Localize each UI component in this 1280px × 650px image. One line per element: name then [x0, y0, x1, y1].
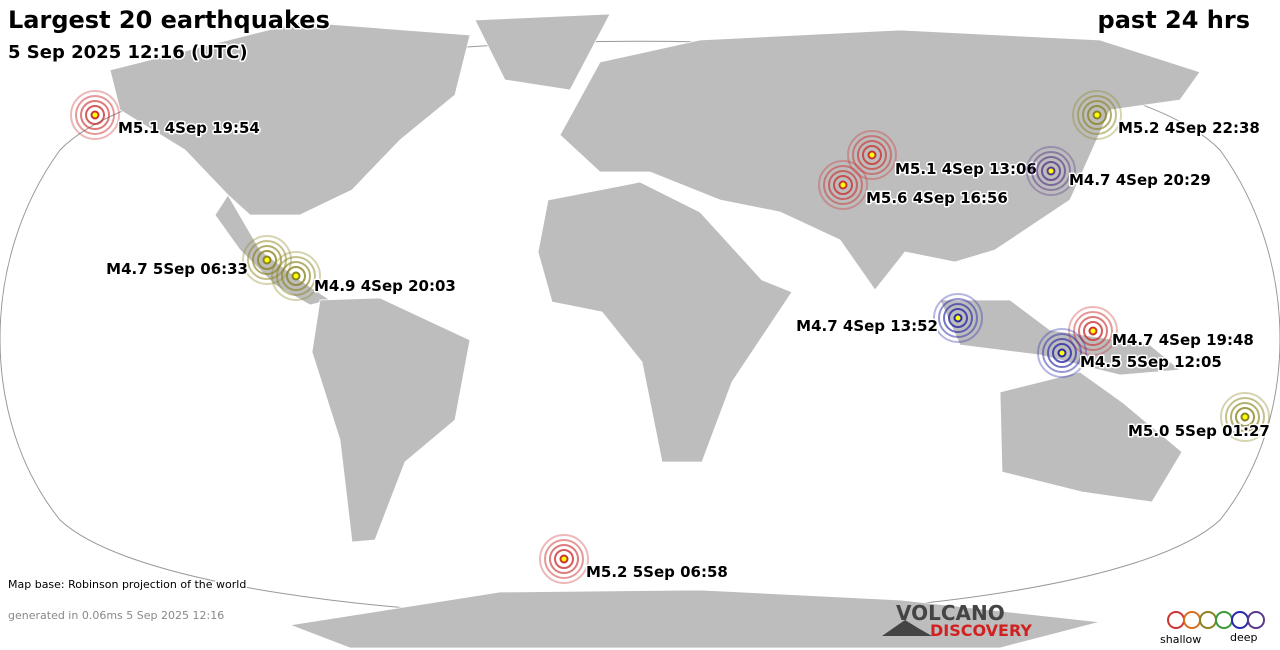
ring: [1230, 402, 1260, 432]
ring: [1036, 156, 1066, 186]
ring: [852, 135, 892, 175]
dot: [838, 180, 848, 190]
quake-marker: [933, 293, 983, 343]
ring: [943, 303, 973, 333]
ring: [862, 145, 882, 165]
quake-label: M5.1 4Sep 19:54: [118, 119, 260, 137]
ring: [549, 544, 579, 574]
quake-marker: [1037, 328, 1087, 378]
ring: [281, 261, 311, 291]
ring: [554, 549, 574, 569]
ring: [80, 100, 110, 130]
ring: [938, 298, 978, 338]
ring: [828, 170, 858, 200]
depth-legend: shallow deep: [1160, 611, 1265, 646]
ring: [75, 95, 115, 135]
ring: [242, 235, 292, 285]
ring: [1077, 95, 1117, 135]
dot: [867, 150, 877, 160]
ring: [1072, 90, 1122, 140]
quake-label: M5.1 4Sep 13:06: [895, 160, 1037, 178]
quake-label: M5.6 4Sep 16:56: [866, 189, 1008, 207]
ring: [1031, 151, 1071, 191]
ring: [818, 160, 868, 210]
ring: [286, 266, 306, 286]
dot: [1240, 412, 1250, 422]
ring: [1073, 311, 1113, 351]
ring: [833, 175, 853, 195]
ring: [85, 105, 105, 125]
quake-marker: [1220, 392, 1270, 442]
logo: VOLCANO DISCOVERY: [882, 601, 1032, 640]
ring: [1047, 338, 1077, 368]
quake-label: M5.0 5Sep 01:27: [1128, 422, 1270, 440]
logo-line2: DISCOVERY: [930, 621, 1032, 640]
quake-label: M4.9 4Sep 20:03: [314, 277, 456, 295]
quake-marker: [818, 160, 868, 210]
ring: [1042, 333, 1082, 373]
title: Largest 20 earthquakes: [8, 6, 330, 34]
dot: [1088, 326, 1098, 336]
logo-line1: VOLCANO: [896, 601, 1005, 625]
ring: [1037, 328, 1087, 378]
dot: [90, 110, 100, 120]
quake-marker: [70, 90, 120, 140]
ring: [544, 539, 584, 579]
quake-label: M4.7 4Sep 20:29: [1069, 171, 1211, 189]
ring: [948, 308, 968, 328]
ring: [1087, 105, 1107, 125]
dot: [262, 255, 272, 265]
dot: [1046, 166, 1056, 176]
map-base: Map base: Robinson projection of the wor…: [8, 578, 246, 591]
ring: [257, 250, 277, 270]
ring: [276, 256, 316, 296]
quake-label: M4.7 5Sep 06:33: [106, 260, 248, 278]
quake-label: M4.5 5Sep 12:05: [1080, 353, 1222, 371]
generated: generated in 0.06ms 5 Sep 2025 12:16: [8, 609, 224, 622]
ring: [539, 534, 589, 584]
dot: [1092, 110, 1102, 120]
quake-marker: [1026, 146, 1076, 196]
ring: [1082, 100, 1112, 130]
ring: [271, 251, 321, 301]
quake-marker: [539, 534, 589, 584]
legend-deep: deep: [1230, 631, 1258, 644]
quake-marker: [242, 235, 292, 285]
ring: [823, 165, 863, 205]
quake-marker: [1068, 306, 1118, 356]
quake-label: M4.7 4Sep 19:48: [1112, 331, 1254, 349]
timestamp: 5 Sep 2025 12:16 (UTC): [8, 42, 248, 63]
quake-label: M4.7 4Sep 13:52: [796, 317, 938, 335]
ring: [1078, 316, 1108, 346]
ring: [1041, 161, 1061, 181]
dot: [953, 313, 963, 323]
ring: [252, 245, 282, 275]
ring: [1068, 306, 1118, 356]
dot: [559, 554, 569, 564]
ring: [1052, 343, 1072, 363]
ring: [1225, 397, 1265, 437]
quake-marker: [847, 130, 897, 180]
dot: [1057, 348, 1067, 358]
ring: [1026, 146, 1076, 196]
quake-label: M5.2 4Sep 22:38: [1118, 119, 1260, 137]
quake-label: M5.2 5Sep 06:58: [586, 563, 728, 581]
quake-marker: [271, 251, 321, 301]
ring: [1235, 407, 1255, 427]
period: past 24 hrs: [1098, 6, 1250, 34]
ring: [933, 293, 983, 343]
ring: [70, 90, 120, 140]
dot: [291, 271, 301, 281]
legend-shallow: shallow: [1160, 633, 1201, 646]
ring: [857, 140, 887, 170]
ring: [847, 130, 897, 180]
ring: [1083, 321, 1103, 341]
ring: [1220, 392, 1270, 442]
quake-marker: [1072, 90, 1122, 140]
